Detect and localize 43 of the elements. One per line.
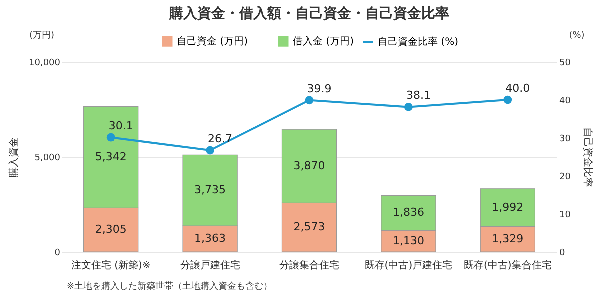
- x-tick-label: 分譲戸建住宅: [180, 260, 240, 272]
- data-label: 1,329: [492, 232, 524, 246]
- data-label: 3,735: [194, 184, 226, 197]
- point: [404, 103, 413, 112]
- data-label: 30.1: [108, 120, 134, 133]
- point: [504, 96, 512, 104]
- legend-label: 借入金 (万円): [293, 36, 354, 48]
- x-tick-label: 分譲集合住宅: [280, 260, 340, 272]
- text: ※土地を購入した新築世帯（土地購入資金も含む）: [67, 281, 273, 292]
- data-label: 26.7: [208, 132, 233, 146]
- y-tick-label: 10,000: [29, 58, 61, 68]
- data-label: 3,870: [294, 159, 326, 172]
- point: [106, 133, 116, 142]
- data-label: 1,130: [392, 234, 424, 248]
- chart-title: 購入資金・借入額・自己資金・自己資金比率: [168, 5, 450, 22]
- y2-axis-title: 自己資金比率: [582, 128, 594, 188]
- y2-tick-label: 0: [560, 248, 566, 258]
- data-label: 5,342: [95, 150, 127, 164]
- data-label: 2,305: [95, 223, 127, 236]
- point: [206, 146, 214, 155]
- text: (万円): [29, 31, 55, 41]
- data-label: 2,573: [294, 220, 326, 234]
- x-tick-label: 既存(中古)戸建住宅: [364, 260, 453, 272]
- y2-tick-label: 50: [560, 58, 572, 68]
- legend-label: 自己資金 (万円): [177, 36, 248, 48]
- legend-label: 自己資金比率 (%): [378, 36, 459, 48]
- y2-tick-label: 10: [560, 210, 572, 220]
- data-label: 40.0: [506, 82, 530, 95]
- y2-tick-label: 20: [560, 172, 572, 182]
- y2-tick-label: 40: [560, 96, 572, 106]
- x-tick-label: 注文住宅 (新築)※: [71, 260, 151, 272]
- y2-tick-label: 30: [560, 134, 572, 144]
- point: [305, 96, 314, 105]
- y-tick-label: 0: [54, 248, 61, 258]
- y-axis-title: 購入資金: [8, 138, 20, 178]
- data-label: 39.9: [307, 82, 332, 96]
- data-label: 1,992: [492, 200, 524, 214]
- data-label: 1,836: [392, 206, 424, 220]
- data-label: 38.1: [406, 89, 431, 102]
- x-tick-label: 既存(中古)集合住宅: [464, 260, 552, 272]
- data-label: 1,363: [194, 232, 226, 246]
- y-tick-label: 5,000: [34, 154, 61, 164]
- text: (%): [569, 31, 585, 41]
